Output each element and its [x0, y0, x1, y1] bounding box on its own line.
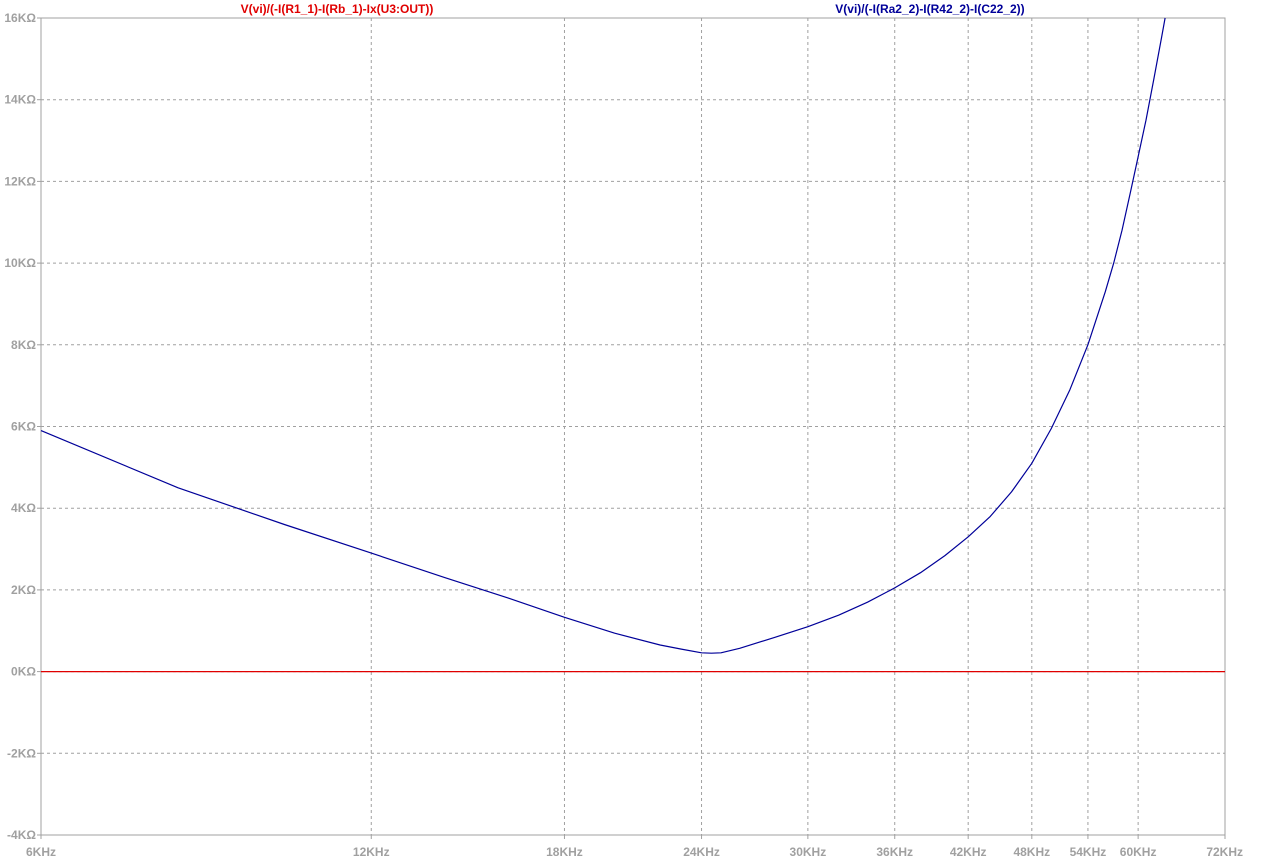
y-tick-label: 6KΩ	[11, 420, 36, 434]
x-tick-label: 12KHz	[353, 845, 390, 859]
x-tick-label: 54KHz	[1070, 845, 1107, 859]
y-tick-label: 8KΩ	[11, 338, 36, 352]
series-label-blue[interactable]: V(vi)/(-I(Ra2_2)-I(R42_2)-I(C22_2))	[835, 2, 1024, 16]
series-line-blue	[40, 17, 1166, 654]
x-tick-label: 24KHz	[683, 845, 720, 859]
x-tick-label: 72KHz	[1206, 845, 1243, 859]
series-lines	[40, 17, 1225, 673]
x-tick-label: 60KHz	[1120, 845, 1157, 859]
x-tick-label: 30KHz	[790, 845, 827, 859]
x-tick-label: 36KHz	[876, 845, 913, 859]
x-tick-labels: 6KHz 12KHz 18KHz 24KHz 30KHz 36KHz 42KHz 48KHz 5…	[26, 845, 1243, 859]
series-label-red[interactable]: V(vi)/(-I(R1_1)-I(Rb_1)-Ix(U3:OUT))	[241, 2, 434, 16]
x-tick-label: 18KHz	[546, 845, 583, 859]
x-tick-label: 48KHz	[1013, 845, 1050, 859]
y-tick-label: 10KΩ	[4, 256, 36, 270]
x-tick-label: 42KHz	[950, 845, 987, 859]
y-tick-label: 16KΩ	[4, 11, 36, 25]
y-tick-label: 12KΩ	[4, 174, 36, 188]
y-tick-label: 4KΩ	[11, 501, 36, 515]
y-tick-label: 2KΩ	[11, 583, 36, 597]
y-tick-label: -4KΩ	[7, 828, 36, 842]
y-tick-label: -2KΩ	[7, 746, 36, 760]
y-tick-label: 14KΩ	[4, 93, 36, 107]
y-tick-label: 0KΩ	[11, 665, 36, 679]
plot-frame	[40, 17, 1226, 836]
x-tick-label: 6KHz	[26, 845, 56, 859]
y-tick-labels: 16KΩ 14KΩ 12KΩ 10KΩ 8KΩ 6KΩ 4KΩ 2KΩ 0KΩ -2KΩ -4KΩ	[4, 11, 36, 842]
axes-frame	[37, 17, 1226, 839]
